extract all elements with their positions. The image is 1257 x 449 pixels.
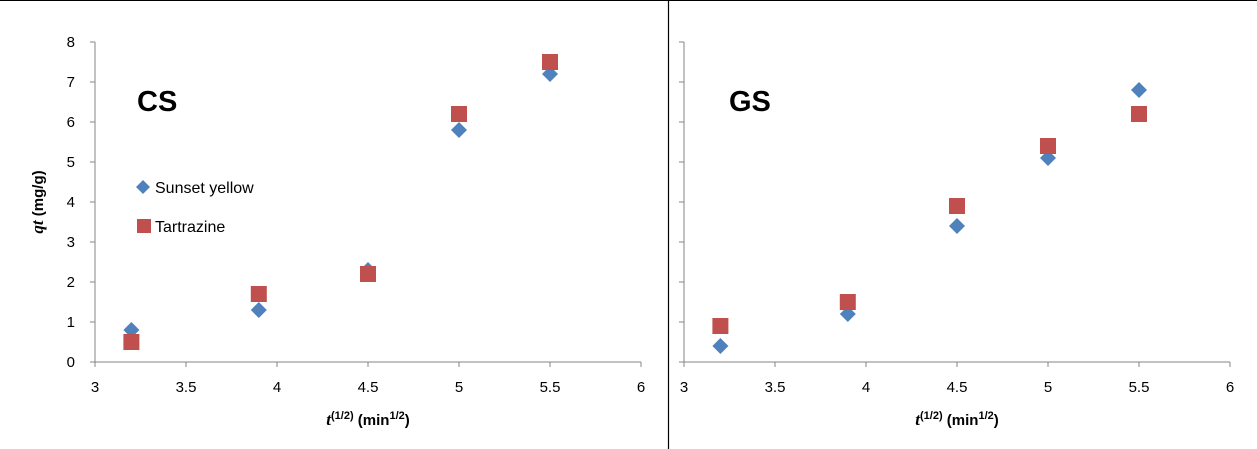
y-tick-label: 6	[67, 114, 75, 131]
x-tick-label: 4	[273, 379, 281, 396]
data-point-series-1	[839, 294, 856, 310]
x-tick-label: 5.5	[540, 379, 561, 396]
y-axis-label: qt (mg/g)	[28, 170, 47, 233]
x-tick-label: 5	[455, 379, 463, 396]
legend: Sunset yellow Tartrazine	[136, 180, 254, 236]
legend-marker-sunset-yellow	[136, 180, 150, 194]
cs-panel: 0 1 2 3 4 5 6 7 8 3 3.5 4 4.5 5 5.5 6 CS Sunset yellow …	[28, 34, 645, 429]
gs-panel: 3 3.5 4 4.5 5 5.5 6 GS t(1/2) (min1/2)	[679, 41, 1234, 429]
x-tick-label: 5.5	[1129, 379, 1150, 396]
data-point-series-1	[123, 334, 140, 350]
x-tick-label: 6	[637, 379, 645, 396]
data-point-series-1	[360, 266, 376, 282]
x-tick-label: 6	[1226, 379, 1234, 396]
y-tick-label: 7	[67, 74, 75, 91]
data-point-series-0	[451, 122, 467, 138]
data-point-series-0	[250, 302, 267, 318]
y-tick-label: 1	[67, 314, 75, 331]
y-tick-label: 4	[67, 194, 75, 211]
data-point-series-1	[712, 318, 729, 334]
plot-area: 3 3.5 4 4.5 5 5.5 6	[679, 41, 1234, 396]
x-tick-label: 5	[1044, 379, 1052, 396]
data-point-series-1	[949, 198, 965, 214]
plot-area: 0 1 2 3 4 5 6 7 8 3 3.5 4 4.5 5 5.5 6	[67, 34, 646, 396]
x-axis-label: t(1/2) (min1/2)	[915, 410, 999, 429]
y-tick-label: 8	[67, 34, 75, 51]
y-tick-label: 5	[67, 154, 75, 171]
x-axis-label: t(1/2) (min1/2)	[326, 410, 410, 429]
x-tick-label: 4.5	[358, 379, 379, 396]
x-tick-label: 4.5	[947, 379, 968, 396]
data-point-series-1	[250, 286, 267, 302]
data-point-series-0	[1131, 82, 1147, 98]
x-tick-label: 3.5	[176, 379, 197, 396]
data-point-series-1	[451, 106, 467, 122]
x-tick-label: 3	[91, 379, 99, 396]
panel-title: GS	[729, 86, 771, 118]
legend-marker-tartrazine	[137, 219, 151, 233]
x-tick-label: 4	[862, 379, 870, 396]
data-point-series-0	[949, 218, 965, 234]
data-point-series-0	[712, 338, 729, 354]
data-point-series-1	[542, 54, 558, 70]
x-tick-label: 3	[680, 379, 688, 396]
legend-label-sunset-yellow: Sunset yellow	[155, 180, 254, 197]
legend-label-tartrazine: Tartrazine	[155, 219, 225, 236]
y-tick-label: 3	[67, 234, 75, 251]
x-tick-label: 3.5	[765, 379, 786, 396]
y-tick-label: 2	[67, 274, 75, 291]
data-point-series-1	[1131, 106, 1147, 122]
panel-title: CS	[137, 86, 177, 118]
data-point-series-1	[1040, 138, 1056, 154]
y-tick-label: 0	[67, 354, 75, 371]
